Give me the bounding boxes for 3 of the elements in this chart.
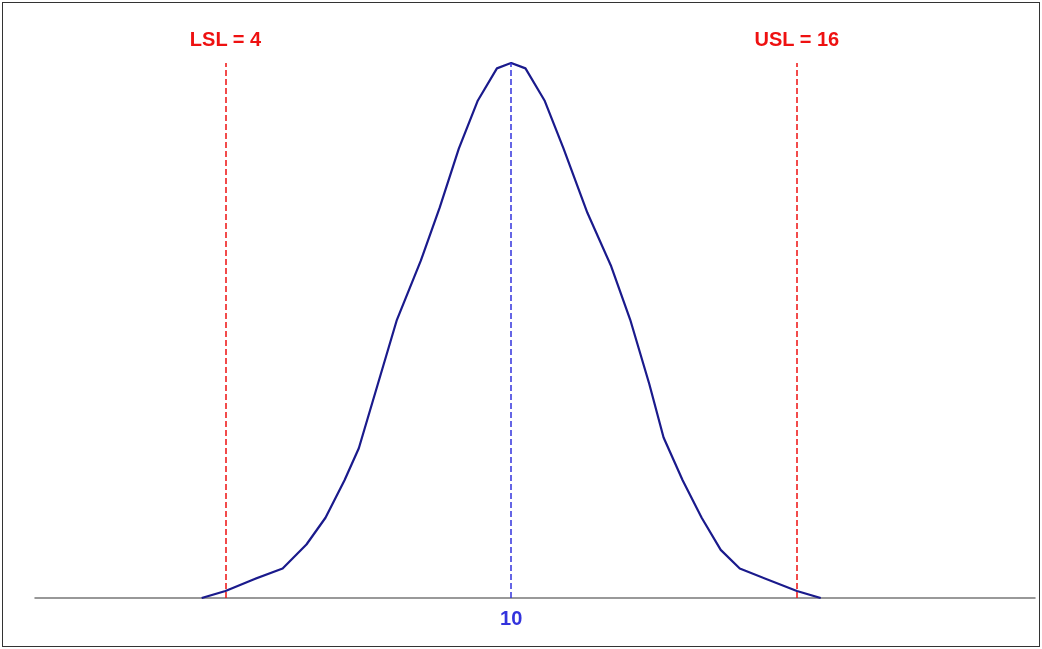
- x-tick-label: LSL = 4: [189, 28, 263, 50]
- ref-line-label: 10: [500, 607, 523, 629]
- x-tick-label: USL = 16: [754, 28, 840, 50]
